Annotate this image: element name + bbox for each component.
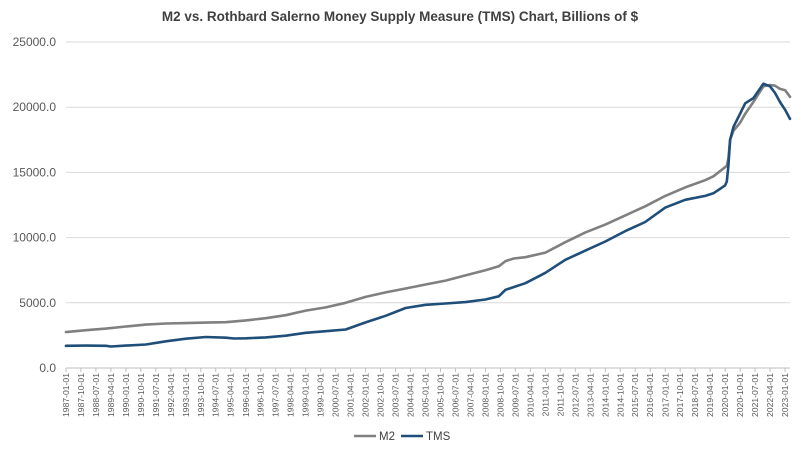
x-tick-label: 1999-01-01 [301,373,311,417]
x-tick-label: 1994-07-01 [211,373,221,417]
x-tick-label: 1992-04-01 [166,373,176,417]
series-line-tms [64,82,792,348]
x-tick-label: 2008-01-01 [480,373,490,417]
x-tick-label: 2011-10-01 [555,373,565,417]
x-tick-label: 2014-10-01 [615,373,625,417]
x-tick-label: 1990-01-01 [121,373,131,417]
legend: M2 TMS [354,431,451,443]
x-tick-label: 1998-04-01 [286,373,296,417]
x-tick-label: 1999-10-01 [316,373,326,417]
x-tick-label: 2021-07-01 [750,373,760,417]
x-tick-label: 1989-04-01 [106,373,116,417]
x-tick-label: 2006-07-01 [450,373,460,417]
chart-title: M2 vs. Rothbard Salerno Money Supply Mea… [162,9,639,24]
x-tick-label: 2003-07-01 [390,373,400,417]
y-tick-label: 20000.0 [13,100,57,114]
y-tick-label: 25000.0 [13,35,57,49]
x-tick-label: 2020-10-01 [735,373,745,417]
series-layer [64,82,792,348]
series-line-m2 [64,83,792,334]
x-tick-label: 1995-04-01 [226,373,236,417]
x-tick-label: 2023-01-01 [780,373,790,417]
y-tick-label: 5000.0 [19,296,56,310]
x-tick-label: 2004-04-01 [406,373,416,417]
x-tick-label: 1987-10-01 [76,373,86,417]
y-axis-ticks: 0.0 5000.0 10000.0 15000.0 20000.0 25000.0 [13,35,57,375]
x-tick-label: 2016-04-01 [645,373,655,417]
x-tick-label: 2002-10-01 [376,373,386,417]
x-tick-label: 2012-07-01 [570,373,580,417]
x-axis: 1987-01-01 1987-10-01 1988-07-01 1989-04-01… [61,368,790,417]
legend-label-m2: M2 [379,431,395,443]
x-tick-label: 2014-01-01 [600,373,610,417]
x-tick-label: 2005-10-01 [435,373,445,417]
x-tick-label: 2017-10-01 [675,373,685,417]
y-tick-label: 0.0 [39,361,56,375]
x-tick-label: 1988-07-01 [91,373,101,417]
x-tick-label: 2013-04-01 [585,373,595,417]
x-tick-label: 2019-04-01 [705,373,715,417]
x-tick-label: 2010-04-01 [525,373,535,417]
x-tick-label: 1996-10-01 [256,373,266,417]
x-tick-label: 1991-07-01 [151,373,161,417]
x-tick-label: 2022-04-01 [765,373,775,417]
x-tick-label: 2020-01-01 [720,373,730,417]
legend-label-tms: TMS [426,431,451,443]
x-tick-label: 2009-07-01 [510,373,520,417]
x-tick-label: 2008-10-01 [495,373,505,417]
y-tick-label: 15000.0 [13,165,57,179]
x-tick-label: 2000-07-01 [331,373,341,417]
x-tick-label: 2002-01-01 [361,373,371,417]
x-tick-label: 1993-01-01 [181,373,191,417]
x-tick-label: 2015-07-01 [630,373,640,417]
x-tick-label: 2005-01-01 [421,373,431,417]
x-tick-label: 1996-01-01 [241,373,251,417]
x-tick-label: 2017-01-01 [660,373,670,417]
x-tick-label: 1993-10-01 [196,373,206,417]
x-tick-label: 2001-04-01 [346,373,356,417]
gridlines [66,41,790,369]
x-tick-label: 1990-10-01 [136,373,146,417]
x-tick-label: 2007-04-01 [465,373,475,417]
x-tick-label: 1987-01-01 [61,373,71,417]
x-tick-label: 2011-01-01 [540,373,550,417]
x-tick-label: 1997-07-01 [271,373,281,417]
y-tick-label: 10000.0 [13,231,57,245]
x-tick-label: 2018-07-01 [690,373,700,417]
